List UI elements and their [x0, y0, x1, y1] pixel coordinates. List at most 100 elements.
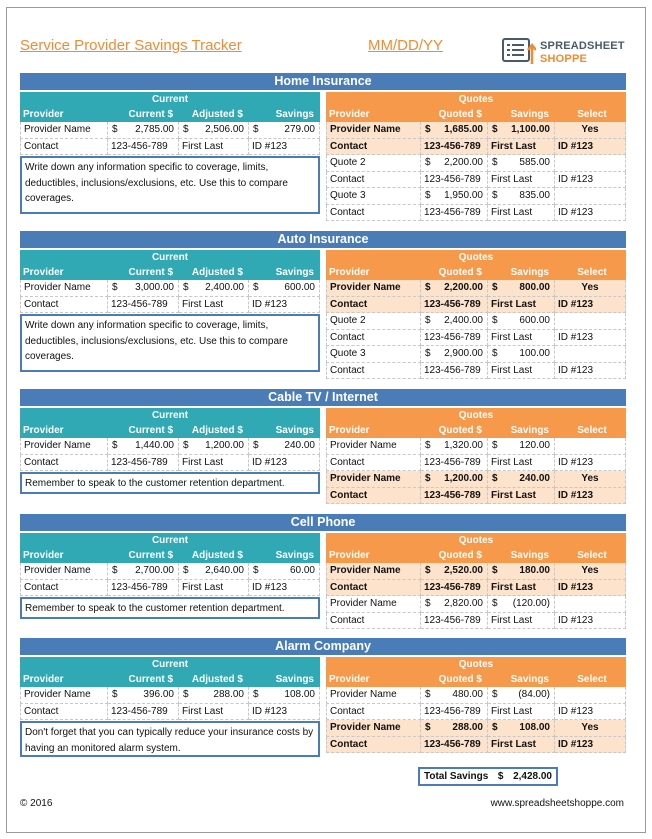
quote-contact-name[interactable]: First Last	[488, 138, 555, 155]
current-provider-name[interactable]: Provider Name	[20, 280, 108, 297]
contact-id[interactable]: ID #123	[249, 296, 320, 313]
current-cost[interactable]: $1,440.00	[108, 438, 179, 455]
quote-provider-name[interactable]: Quote 2	[326, 313, 421, 330]
notes-box[interactable]: Remember to speak to the customer retent…	[20, 597, 320, 619]
quote-provider-name[interactable]: Quote 3	[326, 188, 421, 205]
quote-contact-id[interactable]: ID #123	[555, 454, 626, 471]
quote-contact-phone[interactable]: 123-456-789	[421, 296, 488, 313]
quote-select[interactable]	[555, 313, 626, 330]
contact-phone[interactable]: 123-456-789	[108, 579, 179, 596]
quote-contact-name[interactable]: First Last	[488, 487, 555, 504]
quoted-cost[interactable]: $2,900.00	[421, 346, 488, 363]
quote-contact-id[interactable]: ID #123	[555, 362, 626, 379]
quoted-cost[interactable]: $2,520.00	[421, 563, 488, 580]
quoted-cost[interactable]: $2,200.00	[421, 155, 488, 172]
quote-contact-phone[interactable]: 123-456-789	[421, 579, 488, 596]
quote-contact-id[interactable]: ID #123	[555, 204, 626, 221]
quote-contact-id[interactable]: ID #123	[555, 171, 626, 188]
quote-contact-name[interactable]: First Last	[488, 329, 555, 346]
quote-select[interactable]	[555, 687, 626, 704]
contact-phone[interactable]: 123-456-789	[108, 138, 179, 155]
contact-name[interactable]: First Last	[179, 703, 249, 720]
contact-id[interactable]: ID #123	[249, 703, 320, 720]
adjusted-cost[interactable]: $2,400.00	[179, 280, 249, 297]
current-provider-name[interactable]: Provider Name	[20, 438, 108, 455]
quote-provider-name[interactable]: Provider Name	[326, 687, 421, 704]
quote-contact-name[interactable]: First Last	[488, 579, 555, 596]
quoted-cost[interactable]: $1,685.00	[421, 122, 488, 139]
quote-select[interactable]	[555, 155, 626, 172]
quoted-cost[interactable]: $1,200.00	[421, 471, 488, 488]
quote-select[interactable]: Yes	[555, 720, 626, 737]
quoted-cost[interactable]: $1,950.00	[421, 188, 488, 205]
quote-contact-id[interactable]: ID #123	[555, 736, 626, 753]
quote-select[interactable]: Yes	[555, 280, 626, 297]
quote-select[interactable]: Yes	[555, 122, 626, 139]
quote-contact-phone[interactable]: 123-456-789	[421, 703, 488, 720]
current-cost[interactable]: $2,785.00	[108, 122, 179, 139]
quote-contact-phone[interactable]: 123-456-789	[421, 138, 488, 155]
quote-contact-id[interactable]: ID #123	[555, 329, 626, 346]
quote-contact-id[interactable]: ID #123	[555, 487, 626, 504]
current-provider-name[interactable]: Provider Name	[20, 687, 108, 704]
adjusted-cost[interactable]: $2,506.00	[179, 122, 249, 139]
quote-select[interactable]: Yes	[555, 471, 626, 488]
quote-provider-name[interactable]: Quote 3	[326, 346, 421, 363]
quote-select[interactable]	[555, 438, 626, 455]
quote-contact-name[interactable]: First Last	[488, 703, 555, 720]
quote-contact-phone[interactable]: 123-456-789	[421, 612, 488, 629]
quote-provider-name[interactable]: Provider Name	[326, 122, 421, 139]
notes-box[interactable]: Remember to speak to the customer retent…	[20, 472, 320, 494]
website-link[interactable]: www.spreadsheetshoppe.com	[490, 798, 624, 809]
quoted-cost[interactable]: $288.00	[421, 720, 488, 737]
quote-contact-name[interactable]: First Last	[488, 296, 555, 313]
quote-contact-name[interactable]: First Last	[488, 362, 555, 379]
quoted-cost[interactable]: $2,820.00	[421, 596, 488, 613]
quote-contact-name[interactable]: First Last	[488, 171, 555, 188]
adjusted-cost[interactable]: $2,640.00	[179, 563, 249, 580]
quote-contact-name[interactable]: First Last	[488, 612, 555, 629]
quote-contact-phone[interactable]: 123-456-789	[421, 171, 488, 188]
quote-contact-id[interactable]: ID #123	[555, 612, 626, 629]
contact-phone[interactable]: 123-456-789	[108, 296, 179, 313]
quote-contact-id[interactable]: ID #123	[555, 138, 626, 155]
quote-contact-id[interactable]: ID #123	[555, 579, 626, 596]
quote-contact-phone[interactable]: 123-456-789	[421, 736, 488, 753]
contact-id[interactable]: ID #123	[249, 454, 320, 471]
quote-provider-name[interactable]: Provider Name	[326, 438, 421, 455]
quote-provider-name[interactable]: Provider Name	[326, 720, 421, 737]
contact-id[interactable]: ID #123	[249, 579, 320, 596]
quote-provider-name[interactable]: Provider Name	[326, 563, 421, 580]
date-field[interactable]: MM/DD/YY	[368, 37, 443, 54]
quote-contact-phone[interactable]: 123-456-789	[421, 204, 488, 221]
current-provider-name[interactable]: Provider Name	[20, 563, 108, 580]
contact-id[interactable]: ID #123	[249, 138, 320, 155]
quote-provider-name[interactable]: Provider Name	[326, 596, 421, 613]
contact-name[interactable]: First Last	[179, 454, 249, 471]
current-cost[interactable]: $2,700.00	[108, 563, 179, 580]
quote-provider-name[interactable]: Provider Name	[326, 280, 421, 297]
adjusted-cost[interactable]: $288.00	[179, 687, 249, 704]
quote-contact-id[interactable]: ID #123	[555, 703, 626, 720]
quote-contact-phone[interactable]: 123-456-789	[421, 329, 488, 346]
quote-provider-name[interactable]: Provider Name	[326, 471, 421, 488]
quote-select[interactable]	[555, 188, 626, 205]
quote-provider-name[interactable]: Quote 2	[326, 155, 421, 172]
notes-box[interactable]: Write down any information specific to c…	[20, 314, 320, 372]
quoted-cost[interactable]: $1,320.00	[421, 438, 488, 455]
quote-contact-name[interactable]: First Last	[488, 204, 555, 221]
contact-phone[interactable]: 123-456-789	[108, 703, 179, 720]
quote-contact-id[interactable]: ID #123	[555, 296, 626, 313]
quoted-cost[interactable]: $480.00	[421, 687, 488, 704]
contact-name[interactable]: First Last	[179, 138, 249, 155]
quote-contact-phone[interactable]: 123-456-789	[421, 454, 488, 471]
quoted-cost[interactable]: $2,400.00	[421, 313, 488, 330]
quote-contact-phone[interactable]: 123-456-789	[421, 487, 488, 504]
quote-select[interactable]	[555, 346, 626, 363]
notes-box[interactable]: Don't forget that you can typically redu…	[20, 721, 320, 757]
current-cost[interactable]: $396.00	[108, 687, 179, 704]
current-provider-name[interactable]: Provider Name	[20, 122, 108, 139]
contact-phone[interactable]: 123-456-789	[108, 454, 179, 471]
quote-contact-phone[interactable]: 123-456-789	[421, 362, 488, 379]
current-cost[interactable]: $3,000.00	[108, 280, 179, 297]
